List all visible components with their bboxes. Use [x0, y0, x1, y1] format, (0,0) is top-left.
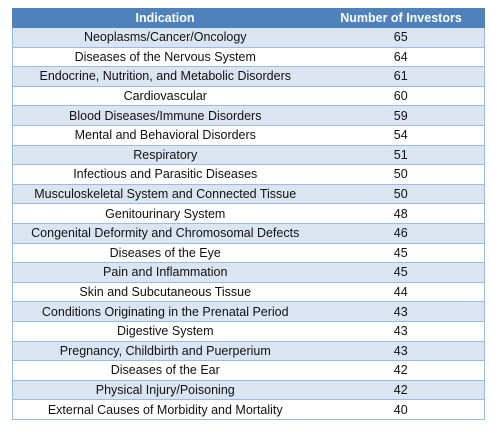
table-row: Cardiovascular 60: [12, 85, 485, 107]
table-row: Diseases of the Eye 45: [12, 242, 485, 264]
table-row: Congenital Deformity and Chromosomal Def…: [12, 222, 485, 244]
indication-cell: Cardiovascular: [12, 85, 318, 107]
investor-count-cell: 46: [317, 222, 485, 244]
table-row: Infectious and Parasitic Diseases 50: [12, 164, 485, 185]
table-row: Respiratory 51: [12, 144, 485, 166]
indication-cell: Endocrine, Nutrition, and Metabolic Diso…: [12, 66, 318, 87]
indication-cell: Conditions Originating in the Prenatal P…: [12, 301, 318, 322]
investor-count-cell: 43: [317, 340, 485, 362]
investor-count-cell: 51: [317, 144, 485, 166]
indication-cell: Digestive System: [12, 320, 318, 342]
investor-count-cell: 59: [317, 105, 485, 126]
investor-count-cell: 61: [317, 66, 485, 87]
indication-cell: Genitourinary System: [12, 203, 318, 224]
table-row: Pain and Inflammation 45: [12, 262, 485, 283]
indication-cell: Infectious and Parasitic Diseases: [12, 164, 318, 185]
table-row: Neoplasms/Cancer/Oncology 65: [12, 27, 485, 48]
indication-cell: Neoplasms/Cancer/Oncology: [12, 27, 318, 48]
table-row: Skin and Subcutaneous Tissue 44: [12, 281, 485, 303]
investor-count-cell: 45: [317, 262, 485, 283]
table-row: Mental and Behavioral Disorders 54: [12, 124, 485, 146]
investor-count-cell: 43: [317, 301, 485, 322]
column-header-investors: Number of Investors: [317, 8, 485, 28]
investor-count-cell: 42: [317, 360, 485, 381]
investor-count-cell: 44: [317, 281, 485, 303]
indication-cell: Respiratory: [12, 144, 318, 166]
table-row: Physical Injury/Poisoning 42: [12, 379, 485, 401]
table-row: Pregnancy, Childbirth and Puerperium 43: [12, 340, 485, 362]
column-header-indication: Indication: [12, 8, 318, 28]
investor-count-cell: 65: [317, 27, 485, 48]
investor-count-cell: 60: [317, 85, 485, 107]
indication-cell: Congenital Deformity and Chromosomal Def…: [12, 222, 318, 244]
investor-count-cell: 48: [317, 203, 485, 224]
table-row: Genitourinary System 48: [12, 203, 485, 224]
indication-cell: Diseases of the Ear: [12, 360, 318, 381]
indication-cell: Skin and Subcutaneous Tissue: [12, 281, 318, 303]
indication-cell: Musculoskeletal System and Connected Tis…: [12, 183, 318, 205]
indication-cell: Mental and Behavioral Disorders: [12, 124, 318, 146]
header-row: Indication Number of Investors: [12, 8, 485, 28]
indication-investors-table: Indication Number of Investors Neoplasms…: [12, 8, 485, 420]
investor-count-cell: 54: [317, 124, 485, 146]
investor-count-cell: 45: [317, 242, 485, 264]
investor-count-cell: 40: [317, 399, 485, 420]
investor-count-cell: 50: [317, 164, 485, 185]
table-row: Diseases of the Ear 42: [12, 360, 485, 381]
table-row: Musculoskeletal System and Connected Tis…: [12, 183, 485, 205]
investor-count-cell: 50: [317, 183, 485, 205]
indication-cell: Diseases of the Nervous System: [12, 46, 318, 68]
table-row: Digestive System 43: [12, 320, 485, 342]
table-row: Blood Diseases/Immune Disorders 59: [12, 105, 485, 126]
table-body: Neoplasms/Cancer/Oncology 65 Diseases of t…: [12, 27, 485, 420]
indication-cell: Pain and Inflammation: [12, 262, 318, 283]
investor-count-cell: 64: [317, 46, 485, 68]
table-row: Endocrine, Nutrition, and Metabolic Diso…: [12, 66, 485, 87]
indication-cell: Diseases of the Eye: [12, 242, 318, 264]
indication-cell: Pregnancy, Childbirth and Puerperium: [12, 340, 318, 362]
investor-count-cell: 43: [317, 320, 485, 342]
table-row: External Causes of Morbidity and Mortali…: [12, 399, 485, 420]
table-row: Diseases of the Nervous System 64: [12, 46, 485, 68]
indication-cell: Blood Diseases/Immune Disorders: [12, 105, 318, 126]
indication-cell: External Causes of Morbidity and Mortali…: [12, 399, 318, 420]
table-row: Conditions Originating in the Prenatal P…: [12, 301, 485, 322]
indication-cell: Physical Injury/Poisoning: [12, 379, 318, 401]
investor-count-cell: 42: [317, 379, 485, 401]
